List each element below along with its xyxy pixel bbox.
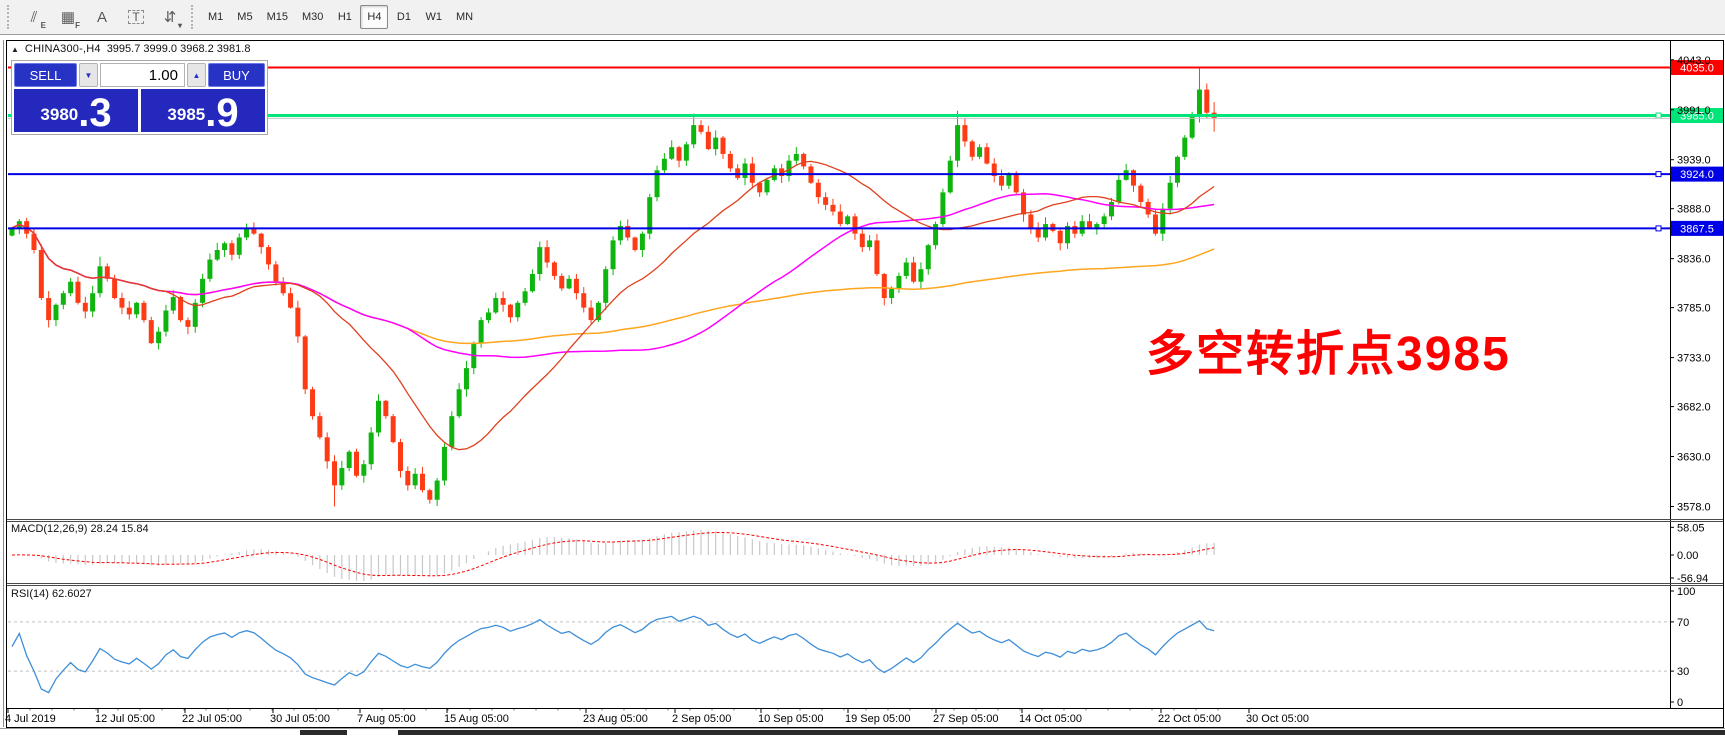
svg-text:30 Jul 05:00: 30 Jul 05:00 bbox=[270, 713, 330, 725]
svg-text:3578.0: 3578.0 bbox=[1677, 501, 1711, 513]
chart-title-bar: ▲ CHINA300-,H4 3995.7 3999.0 3968.2 3981… bbox=[11, 43, 250, 55]
chart-annotation-text: 多空转折点3985 bbox=[1146, 328, 1511, 381]
timeframe-m1[interactable]: M1 bbox=[208, 11, 224, 23]
symbol-timeframe-label: CHINA300-,H4 bbox=[24, 43, 101, 55]
timeframe-h1[interactable]: H1 bbox=[337, 11, 352, 23]
svg-text:3733.0: 3733.0 bbox=[1677, 353, 1711, 365]
svg-text:3682.0: 3682.0 bbox=[1677, 402, 1711, 414]
sell-price-main: 3980 bbox=[40, 105, 79, 124]
svg-text:4035.0: 4035.0 bbox=[1680, 62, 1714, 74]
svg-text:30 Oct 05:00: 30 Oct 05:00 bbox=[1246, 713, 1309, 725]
svg-text:23 Aug 05:00: 23 Aug 05:00 bbox=[583, 713, 648, 725]
text-box-icon[interactable]: T bbox=[121, 4, 151, 31]
svg-text:3939.0: 3939.0 bbox=[1677, 155, 1711, 167]
rsi-indicator-label: RSI(14) 62.6027 bbox=[11, 588, 92, 600]
svg-text:3888.0: 3888.0 bbox=[1677, 204, 1711, 216]
svg-text:14 Oct 05:00: 14 Oct 05:00 bbox=[1019, 713, 1082, 725]
timeframe-d1[interactable]: D1 bbox=[396, 11, 411, 23]
svg-text:2 Sep 05:00: 2 Sep 05:00 bbox=[672, 713, 731, 725]
ohlc-values: 3995.7 3999.0 3968.2 3981.8 bbox=[106, 43, 251, 55]
sell-price-box[interactable]: 3980.3 bbox=[14, 89, 138, 135]
svg-text:12 Jul 05:00: 12 Jul 05:00 bbox=[95, 713, 155, 725]
svg-text:19 Sep 05:00: 19 Sep 05:00 bbox=[845, 713, 910, 725]
toolbar: ⫽ E ▦ F A T ⇵ ▾ M1 M5 M15 M30 H1 H4 D1 W1 MN bbox=[0, 0, 1725, 35]
svg-text:3630.0: 3630.0 bbox=[1677, 452, 1711, 464]
svg-text:3985.0: 3985.0 bbox=[1680, 111, 1714, 123]
one-click-trade-panel: SELL ▼ ▲ BUY 3980.3 3985.9 bbox=[11, 60, 268, 135]
svg-text:3991.0: 3991.0 bbox=[1677, 105, 1711, 117]
svg-text:0.00: 0.00 bbox=[1677, 550, 1698, 562]
arrows-tool-icon[interactable]: ⇵ ▾ bbox=[163, 8, 182, 30]
timeframe-m5[interactable]: M5 bbox=[237, 11, 253, 23]
collapse-trade-panel-icon[interactable]: ▲ bbox=[11, 44, 19, 54]
timeframe-w1[interactable]: W1 bbox=[425, 11, 442, 23]
text-label-icon[interactable]: A bbox=[96, 8, 107, 26]
fibo-grid-icon[interactable]: ▦ F bbox=[60, 8, 80, 30]
macd-indicator-label: MACD(12,26,9) 28.24 15.84 bbox=[11, 523, 149, 535]
svg-text:100: 100 bbox=[1677, 586, 1695, 598]
timeframe-m15[interactable]: M15 bbox=[266, 11, 288, 23]
svg-text:-56.94: -56.94 bbox=[1677, 573, 1708, 585]
svg-text:70: 70 bbox=[1677, 617, 1689, 629]
buy-price-box[interactable]: 3985.9 bbox=[141, 89, 265, 135]
svg-text:10 Sep 05:00: 10 Sep 05:00 bbox=[758, 713, 823, 725]
timeframe-m30[interactable]: M30 bbox=[301, 11, 324, 23]
volume-increase-button[interactable]: ▲ bbox=[187, 63, 206, 87]
svg-text:7 Aug 05:00: 7 Aug 05:00 bbox=[357, 713, 416, 725]
timeframe-mn[interactable]: MN bbox=[455, 11, 474, 23]
sell-button[interactable]: SELL bbox=[14, 63, 77, 87]
timeframe-toolbar-drag-handle[interactable] bbox=[191, 5, 197, 29]
svg-text:4 Jul 2019: 4 Jul 2019 bbox=[5, 713, 56, 725]
svg-text:30: 30 bbox=[1677, 666, 1689, 678]
timeframe-h4[interactable]: H4 bbox=[360, 5, 389, 29]
h-scrollbar-segment[interactable] bbox=[300, 730, 347, 735]
h-scrollbar-thumb[interactable] bbox=[398, 730, 1725, 735]
svg-text:3867.5: 3867.5 bbox=[1680, 223, 1714, 235]
svg-text:27 Sep 05:00: 27 Sep 05:00 bbox=[933, 713, 998, 725]
volume-decrease-button[interactable]: ▼ bbox=[79, 63, 98, 87]
svg-text:4043.0: 4043.0 bbox=[1677, 55, 1711, 67]
svg-text:3836.0: 3836.0 bbox=[1677, 254, 1711, 266]
toolbar-drag-handle[interactable] bbox=[7, 5, 13, 29]
svg-text:58.05: 58.05 bbox=[1677, 522, 1705, 534]
svg-text:3924.0: 3924.0 bbox=[1680, 169, 1714, 181]
svg-text:15 Aug 05:00: 15 Aug 05:00 bbox=[444, 713, 509, 725]
sell-price-frac: .3 bbox=[78, 91, 112, 135]
svg-text:0: 0 bbox=[1677, 697, 1683, 709]
svg-text:22 Oct 05:00: 22 Oct 05:00 bbox=[1158, 713, 1221, 725]
buy-price-main: 3985 bbox=[167, 105, 206, 124]
draw-lines-icon[interactable]: ⫽ E bbox=[30, 8, 46, 30]
svg-text:22 Jul 05:00: 22 Jul 05:00 bbox=[182, 713, 242, 725]
buy-button[interactable]: BUY bbox=[208, 63, 265, 87]
volume-input[interactable] bbox=[100, 63, 185, 87]
svg-text:3785.0: 3785.0 bbox=[1677, 303, 1711, 315]
buy-price-frac: .9 bbox=[205, 91, 239, 135]
